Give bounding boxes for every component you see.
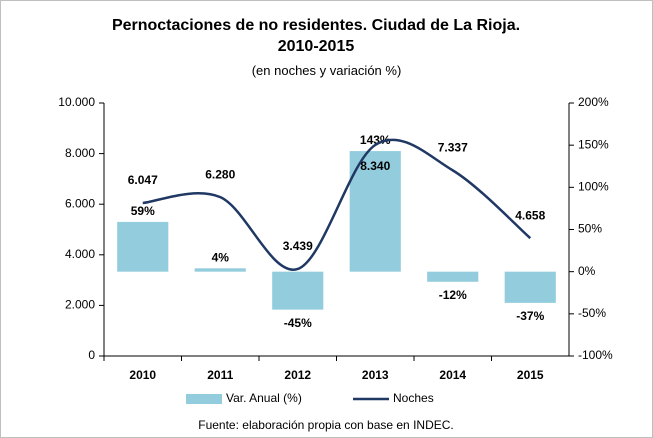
y-tick-label: 6.000 [65, 196, 95, 210]
bar-label: -37% [516, 309, 544, 323]
bar [117, 221, 169, 272]
y2-tick-label: 200% [578, 95, 609, 109]
y-tick-label: 4.000 [65, 247, 95, 261]
bar [272, 271, 324, 310]
y2-tick-label: 50% [578, 222, 602, 236]
x-tick-label: 2011 [207, 368, 233, 382]
bar [504, 271, 556, 303]
source: Fuente: elaboración propia con base en I… [198, 418, 454, 432]
bar [427, 271, 479, 282]
x-tick-label: 2012 [284, 368, 311, 382]
bar-label: -45% [284, 316, 312, 330]
legend-swatch [186, 394, 222, 404]
x-tick-label: 2014 [439, 368, 466, 382]
y2-tick-label: -50% [578, 306, 606, 320]
y2-tick-label: -100% [578, 348, 613, 362]
y2-tick-label: 100% [578, 180, 609, 194]
line-label: 4.658 [515, 208, 545, 222]
y-tick-label: 0 [88, 348, 95, 362]
x-tick-label: 2015 [517, 368, 544, 382]
chart-subtitle: (en noches y variación %) [251, 63, 402, 78]
x-tick-label: 2013 [362, 368, 389, 382]
y-tick-label: 10.000 [58, 95, 95, 109]
legend-label: Var. Anual (%) [226, 391, 302, 405]
line-label: 7.337 [438, 141, 468, 155]
x-tick-label: 2010 [129, 368, 156, 382]
bar-label: -12% [439, 288, 467, 302]
y-tick-label: 8.000 [65, 146, 95, 160]
line-label: 8.340 [360, 159, 390, 173]
bar-label: 59% [131, 204, 155, 218]
line-label: 3.439 [283, 239, 313, 253]
chart-title: Pernoctaciones de no residentes. Ciudad … [111, 17, 521, 55]
bar [194, 268, 246, 272]
bar-label: 4% [212, 250, 230, 264]
bar-label: 143% [360, 133, 391, 147]
y-tick-label: 2.000 [65, 298, 95, 312]
line-label: 6.280 [205, 167, 235, 181]
bar [349, 151, 401, 272]
legend-label: Noches [393, 391, 434, 405]
line [142, 138, 532, 271]
y2-tick-label: 150% [578, 137, 609, 151]
line-label: 6.047 [128, 173, 158, 187]
y2-tick-label: 0% [578, 264, 596, 278]
